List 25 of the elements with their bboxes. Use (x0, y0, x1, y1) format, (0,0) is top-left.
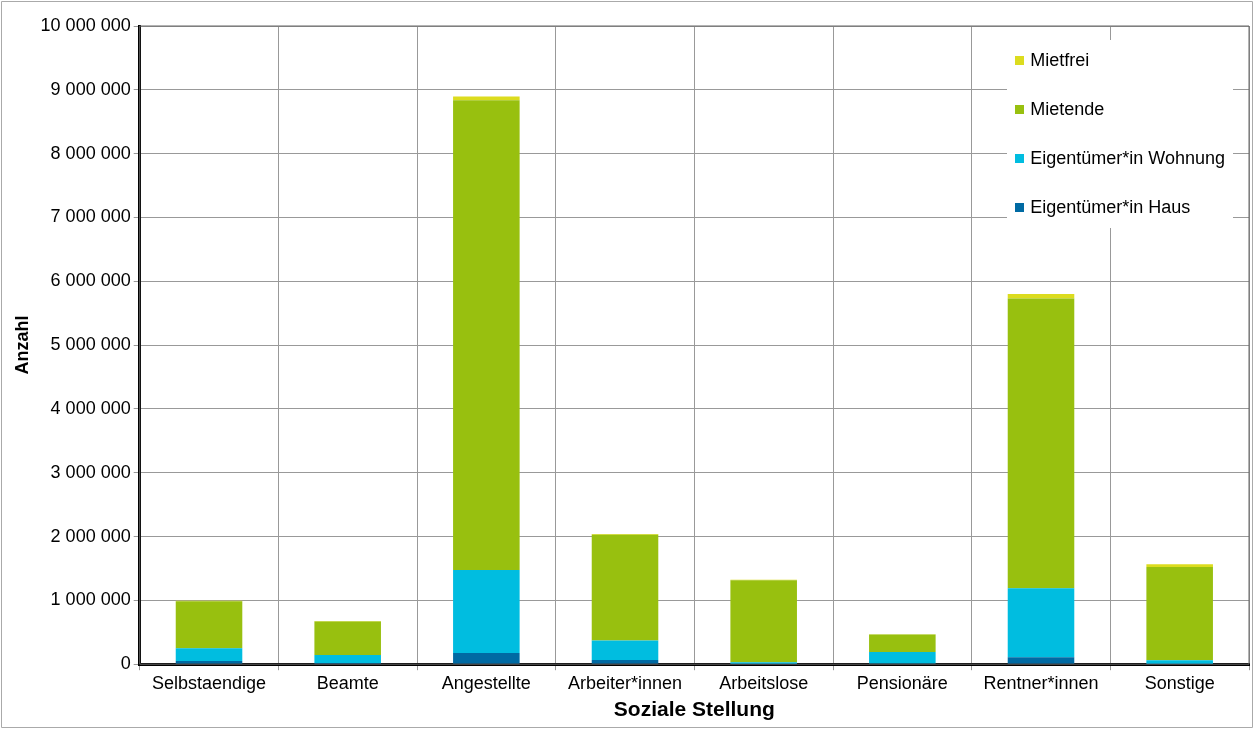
x-tick-label: Arbeitslose (719, 672, 809, 693)
x-tick-label: Pensionäre (856, 672, 948, 693)
y-tick-label: 5 000 000 (50, 334, 131, 355)
y-tick-label: 3 000 000 (50, 461, 131, 482)
legend-label: Eigentümer*in Haus (1030, 197, 1191, 218)
x-tick-label: Beamte (316, 672, 379, 693)
legend-label: Eigentümer*in Wohnung (1030, 148, 1225, 169)
y-tick-label: 10 000 000 (40, 14, 131, 35)
y-tick-label: 8 000 000 (50, 142, 131, 163)
x-axis-title: Soziale Stellung (613, 697, 775, 721)
y-tick-label: 9 000 000 (50, 78, 131, 99)
y-tick-label: 7 000 000 (50, 206, 131, 227)
x-tick-label: Rentner*innen (983, 672, 1099, 693)
x-tick-label: Sonstige (1144, 672, 1215, 693)
y-tick-label: 4 000 000 (50, 397, 131, 418)
x-tick-label: Selbstaendige (151, 672, 267, 693)
y-tick-label: 0 (120, 653, 131, 674)
y-tick-label: 1 000 000 (50, 589, 131, 610)
legend-label: Mietende (1030, 99, 1105, 120)
y-tick-label: 2 000 000 (50, 525, 131, 546)
x-tick-label: Angestellte (441, 672, 531, 693)
y-axis-title: Anzahl (11, 315, 32, 375)
y-tick-label: 6 000 000 (50, 270, 131, 291)
x-tick-label: Arbeiter*innen (567, 672, 683, 693)
legend-label: Mietfrei (1030, 50, 1090, 71)
